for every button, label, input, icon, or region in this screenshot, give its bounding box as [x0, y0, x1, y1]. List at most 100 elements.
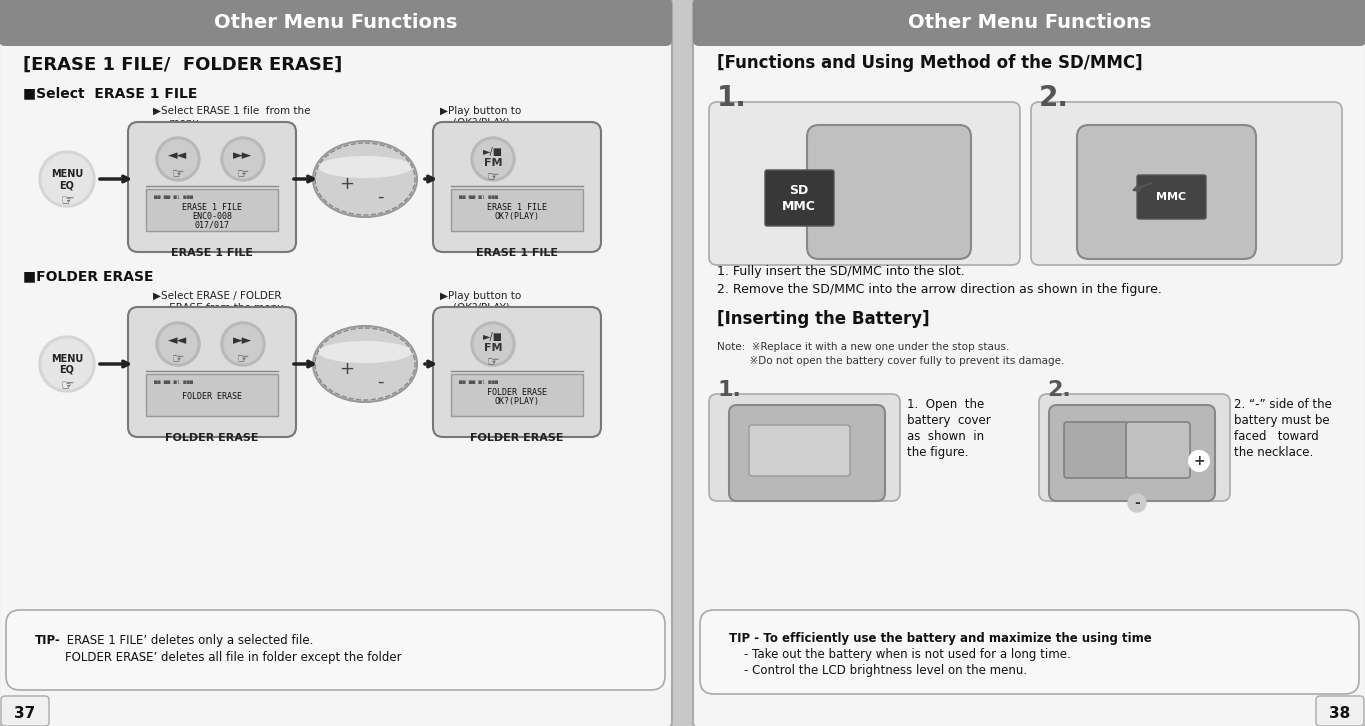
FancyBboxPatch shape — [433, 307, 601, 437]
Circle shape — [224, 140, 262, 178]
FancyBboxPatch shape — [1, 696, 49, 726]
FancyBboxPatch shape — [1031, 102, 1342, 265]
Text: ■■ ■■ ■l ■■■: ■■ ■■ ■l ■■■ — [459, 380, 498, 385]
Text: -: - — [1134, 496, 1140, 510]
Circle shape — [474, 325, 512, 363]
FancyBboxPatch shape — [450, 374, 583, 416]
Text: ERASE 1 FILE: ERASE 1 FILE — [171, 248, 253, 258]
Text: ▶Select ERASE 1 file  from the
     menu: ▶Select ERASE 1 file from the menu — [153, 106, 310, 128]
FancyBboxPatch shape — [708, 102, 1020, 265]
FancyBboxPatch shape — [749, 425, 850, 476]
FancyBboxPatch shape — [128, 307, 296, 437]
Text: OK?(PLAY): OK?(PLAY) — [494, 212, 539, 221]
FancyBboxPatch shape — [146, 189, 278, 231]
Text: FOLDER ERASE: FOLDER ERASE — [182, 392, 242, 401]
Text: FM: FM — [483, 158, 502, 168]
Text: 2. Remove the SD/MMC into the arrow direction as shown in the figure.: 2. Remove the SD/MMC into the arrow dire… — [717, 283, 1162, 296]
FancyBboxPatch shape — [1048, 405, 1215, 501]
Circle shape — [42, 154, 91, 204]
Text: TIP - To efficiently use the battery and maximize the using time: TIP - To efficiently use the battery and… — [729, 632, 1152, 645]
FancyBboxPatch shape — [700, 610, 1360, 694]
Text: MMC: MMC — [1156, 192, 1186, 202]
Circle shape — [471, 322, 515, 366]
Circle shape — [40, 336, 96, 392]
Text: MMC: MMC — [782, 200, 816, 213]
Circle shape — [158, 325, 197, 363]
Text: ■■ ■■ ■l ■■■: ■■ ■■ ■l ■■■ — [459, 195, 498, 200]
Text: MENU: MENU — [51, 354, 83, 364]
Text: ☞: ☞ — [60, 194, 74, 208]
Text: Other Menu Functions: Other Menu Functions — [214, 14, 457, 33]
Text: ERASE 1 FILE: ERASE 1 FILE — [182, 203, 242, 212]
FancyBboxPatch shape — [0, 0, 672, 46]
Text: ◄◄: ◄◄ — [168, 335, 187, 348]
Text: ☞: ☞ — [60, 378, 74, 393]
Text: ■Select  ERASE 1 FILE: ■Select ERASE 1 FILE — [23, 86, 198, 100]
Text: ☞: ☞ — [487, 354, 500, 368]
FancyBboxPatch shape — [807, 125, 971, 259]
Text: ☞: ☞ — [487, 169, 500, 183]
Text: -: - — [377, 373, 384, 391]
Ellipse shape — [313, 141, 416, 217]
FancyBboxPatch shape — [764, 170, 834, 226]
FancyBboxPatch shape — [128, 122, 296, 252]
FancyBboxPatch shape — [450, 189, 583, 231]
Text: ☞: ☞ — [236, 351, 250, 365]
Text: 1.: 1. — [717, 380, 741, 400]
Text: ■■ ■■ ■l ■■■: ■■ ■■ ■l ■■■ — [154, 380, 192, 385]
Text: +: + — [340, 175, 355, 193]
Text: ERASE 1 FILE’ deletes only a selected file.: ERASE 1 FILE’ deletes only a selected fi… — [63, 634, 314, 647]
Ellipse shape — [318, 341, 412, 363]
FancyBboxPatch shape — [146, 374, 278, 416]
Circle shape — [1189, 451, 1209, 471]
Text: +: + — [340, 360, 355, 378]
Text: 2.: 2. — [1047, 380, 1070, 400]
FancyBboxPatch shape — [693, 0, 1365, 726]
FancyBboxPatch shape — [729, 405, 885, 501]
Text: faced   toward: faced toward — [1234, 430, 1319, 443]
Circle shape — [156, 322, 201, 366]
Text: ▶Select ERASE / FOLDER
     ERASE from the menu: ▶Select ERASE / FOLDER ERASE from the me… — [153, 291, 284, 313]
Text: Other Menu Functions: Other Menu Functions — [908, 14, 1151, 33]
Text: OK?(PLAY): OK?(PLAY) — [494, 397, 539, 406]
Text: ※Do not open the battery cover fully to prevent its damage.: ※Do not open the battery cover fully to … — [717, 356, 1065, 366]
Text: - Control the LCD brightness level on the menu.: - Control the LCD brightness level on th… — [729, 664, 1026, 677]
Text: [Inserting the Battery]: [Inserting the Battery] — [717, 310, 930, 328]
FancyBboxPatch shape — [1063, 422, 1127, 478]
Text: EQ: EQ — [60, 365, 75, 375]
Circle shape — [474, 140, 512, 178]
Circle shape — [471, 137, 515, 181]
Bar — [704, 22, 1354, 40]
FancyBboxPatch shape — [1039, 394, 1230, 501]
Text: ■FOLDER ERASE: ■FOLDER ERASE — [23, 269, 153, 283]
Text: as  shown  in: as shown in — [906, 430, 984, 443]
Text: ☞: ☞ — [172, 166, 184, 180]
Circle shape — [42, 339, 91, 389]
Ellipse shape — [313, 326, 416, 402]
Text: ENC0-008: ENC0-008 — [192, 212, 232, 221]
Text: -: - — [377, 188, 384, 206]
Text: SD: SD — [789, 184, 808, 197]
Text: Note:  ※Replace it with a new one under the stop staus.: Note: ※Replace it with a new one under t… — [717, 342, 1009, 352]
Circle shape — [156, 137, 201, 181]
Text: ☞: ☞ — [172, 351, 184, 365]
Text: +: + — [1193, 454, 1205, 468]
Text: ▶Play button to
    (OK?/PLAY): ▶Play button to (OK?/PLAY) — [440, 106, 521, 128]
Text: battery  cover: battery cover — [906, 414, 991, 427]
Text: MENU: MENU — [51, 169, 83, 179]
Text: ►►: ►► — [233, 150, 253, 163]
Text: [ERASE 1 FILE/  FOLDER ERASE]: [ERASE 1 FILE/ FOLDER ERASE] — [23, 56, 343, 74]
Text: 017/017: 017/017 — [194, 221, 229, 230]
FancyBboxPatch shape — [1126, 422, 1190, 478]
Text: 2.: 2. — [1039, 84, 1069, 112]
Text: EQ: EQ — [60, 180, 75, 190]
Text: FOLDER ERASE’ deletes all file in folder except the folder: FOLDER ERASE’ deletes all file in folder… — [35, 651, 401, 664]
Bar — [11, 22, 661, 40]
Text: FM: FM — [483, 343, 502, 353]
Text: 38: 38 — [1330, 706, 1350, 720]
Circle shape — [40, 151, 96, 207]
Circle shape — [158, 140, 197, 178]
Ellipse shape — [318, 156, 412, 178]
FancyBboxPatch shape — [5, 610, 665, 690]
Circle shape — [221, 322, 265, 366]
